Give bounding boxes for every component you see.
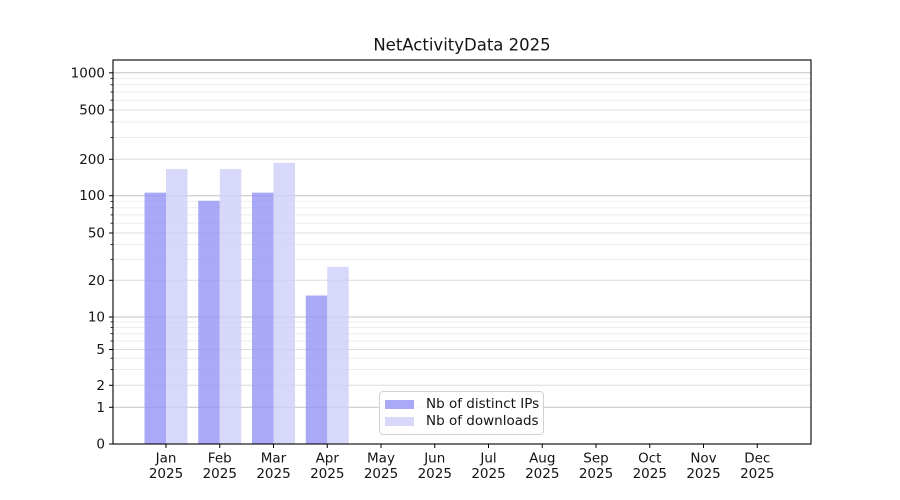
x-tick-label-year: 2025 (256, 466, 290, 482)
chart-title: NetActivityData 2025 (373, 36, 550, 55)
x-tick-label-year: 2025 (418, 466, 452, 482)
bar-downloads-mar (273, 162, 295, 444)
y-tick-label: 100 (79, 188, 105, 204)
legend-label-distinct-ips: Nb of distinct IPs (426, 395, 540, 412)
bar-ips-feb (198, 200, 220, 444)
bar-downloads-feb (219, 169, 242, 444)
y-tick-label: 500 (79, 103, 105, 119)
x-tick-label-month: May (367, 451, 395, 467)
x-tick-label-month: Jul (479, 451, 496, 467)
x-tick-label-year: 2025 (149, 466, 183, 482)
x-tick-label-year: 2025 (310, 466, 344, 482)
bar-ips-apr (305, 295, 328, 444)
x-tick-label-month: Feb (208, 451, 232, 467)
x-tick-label-year: 2025 (525, 466, 559, 482)
legend-item-distinct-ips: Nb of distinct IPs (385, 395, 540, 413)
x-tick-label-year: 2025 (203, 466, 237, 482)
x-tick-label-month: Jun (423, 451, 445, 467)
legend-swatch-distinct-ips (385, 400, 414, 409)
x-tick-label-month: Dec (744, 451, 770, 467)
y-tick-label: 20 (88, 273, 105, 289)
y-tick-label: 50 (88, 226, 105, 242)
y-tick-label: 5 (96, 342, 105, 358)
x-tick-label-year: 2025 (579, 466, 613, 482)
x-tick-label-month: Apr (316, 451, 340, 467)
y-tick-label: 10 (88, 310, 105, 326)
bar-downloads-apr (327, 266, 349, 444)
legend: Nb of distinct IPs Nb of downloads (379, 391, 544, 435)
bar-ips-jan (144, 192, 166, 444)
y-tick-label: 0 (96, 437, 105, 453)
x-tick-label-month: Jan (155, 451, 177, 467)
legend-label-downloads: Nb of downloads (426, 412, 539, 429)
y-tick-label: 200 (79, 152, 105, 168)
legend-item-downloads: Nb of downloads (385, 412, 539, 430)
x-tick-label-month: Oct (638, 451, 661, 467)
y-tick-label: 1 (96, 400, 105, 416)
x-tick-label-month: Sep (583, 451, 608, 467)
bars (144, 162, 349, 444)
x-tick-label-year: 2025 (633, 466, 667, 482)
x-tick-label-year: 2025 (740, 466, 774, 482)
x-tick-label-month: Mar (261, 451, 287, 467)
x-tick-label-month: Aug (529, 451, 555, 467)
plot-border (112, 59, 812, 445)
x-tick-label-year: 2025 (471, 466, 505, 482)
bar-ips-mar (252, 192, 274, 444)
y-tick-label: 2 (96, 378, 105, 394)
x-tick-label-year: 2025 (364, 466, 398, 482)
x-tick-label-year: 2025 (686, 466, 720, 482)
bar-downloads-jan (166, 169, 188, 444)
legend-swatch-downloads (385, 417, 414, 426)
axes: 01251020501002005001000Jan2025Feb2025Mar… (71, 59, 812, 482)
x-tick-label-month: Nov (690, 451, 716, 467)
y-tick-label: 1000 (71, 65, 105, 81)
